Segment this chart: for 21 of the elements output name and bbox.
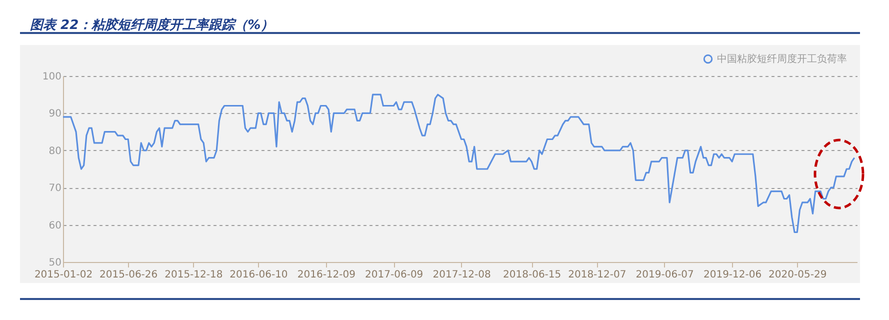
y-tick-label: 80 <box>48 146 62 157</box>
x-tick-label: 2017-12-08 <box>432 270 491 280</box>
x-tick-label: 2015-12-18 <box>164 270 223 280</box>
y-tick-label: 90 <box>48 108 62 120</box>
chart-title: 图表 22：粘胶短纤周度开工率跟踪（%） <box>30 17 274 33</box>
y-tick-label: 70 <box>48 183 62 194</box>
x-tick-label: 2018-06-15 <box>503 270 562 280</box>
y-tick-label: 60 <box>48 220 62 232</box>
y-tick-label: 50 <box>48 258 62 268</box>
x-tick-label: 2018-12-07 <box>568 270 626 280</box>
y-tick-label: 100 <box>42 72 62 82</box>
x-tick-label: 2015-01-02 <box>34 270 93 280</box>
x-tick-label: 2016-06-10 <box>230 270 288 280</box>
x-tick-label: 2016-12-09 <box>297 270 356 280</box>
x-tick-label: 2015-06-26 <box>100 270 158 280</box>
x-tick-label: 2017-06-09 <box>365 270 424 280</box>
legend-label: 中国粘胶短纤周度开工负荷率 <box>717 53 847 65</box>
line-series <box>63 94 856 234</box>
x-tick-label: 2019-06-07 <box>636 270 694 280</box>
x-tick-label: 2019-12-06 <box>703 270 762 280</box>
x-tick-label: 2020-05-29 <box>768 270 827 280</box>
